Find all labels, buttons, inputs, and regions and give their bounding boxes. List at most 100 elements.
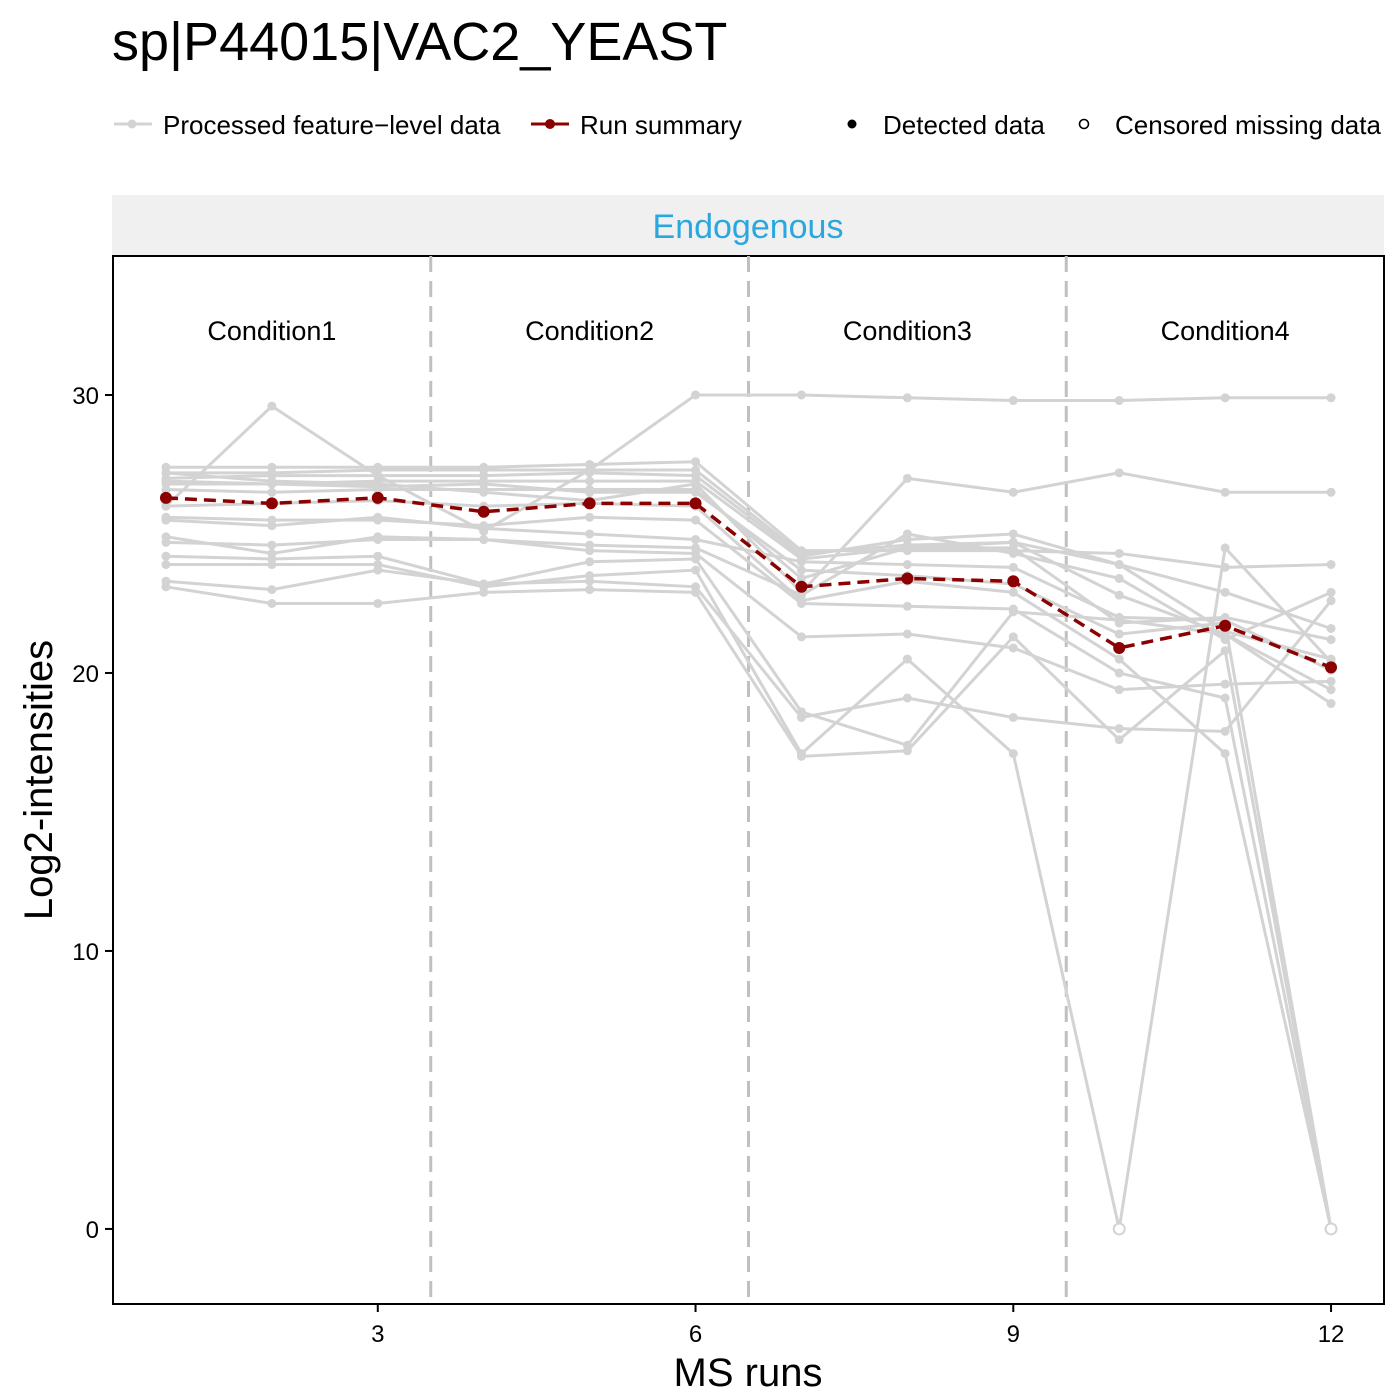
- feature-point: [1114, 396, 1124, 406]
- feature-point: [373, 551, 383, 561]
- censored-point: [1324, 1222, 1338, 1236]
- feature-point: [1220, 487, 1230, 497]
- feature-point: [1114, 685, 1124, 695]
- legend-censored-label: Censored missing data: [1115, 110, 1381, 140]
- feature-point: [1114, 590, 1124, 600]
- feature-point: [585, 465, 595, 475]
- feature-point: [1008, 632, 1018, 642]
- feature-point: [1114, 735, 1124, 745]
- feature-point: [691, 515, 701, 525]
- legend: Processed feature−level data Run summary…: [114, 110, 1381, 140]
- feature-point: [267, 585, 277, 595]
- feature-point: [373, 565, 383, 575]
- y-tick-label: 0: [86, 1217, 99, 1244]
- feature-point: [1008, 562, 1018, 572]
- x-tick-label: 6: [689, 1321, 702, 1348]
- feature-series-line: [165, 568, 1333, 733]
- legend-censored-point: [1078, 118, 1090, 130]
- feature-point: [267, 598, 277, 608]
- feature-point: [902, 529, 912, 539]
- legend-detected-label: Detected data: [883, 110, 1045, 140]
- feature-point: [902, 473, 912, 483]
- feature-point: [479, 521, 489, 531]
- feature-point: [1220, 749, 1230, 759]
- feature-point: [1008, 712, 1018, 722]
- feature-point: [1326, 699, 1336, 709]
- feature-point: [1326, 596, 1336, 606]
- summary-point: [901, 572, 914, 585]
- chart-title: sp|P44015|VAC2_YEAST: [112, 12, 727, 72]
- condition-label: Condition3: [843, 316, 972, 346]
- feature-point: [1220, 587, 1230, 597]
- feature-point: [161, 468, 171, 478]
- feature-point: [1114, 468, 1124, 478]
- feature-series-line: [165, 538, 1332, 692]
- censored-points-group: [1112, 1222, 1338, 1236]
- feature-point: [479, 535, 489, 545]
- feature-point: [902, 543, 912, 553]
- feature-point: [479, 579, 489, 589]
- legend-detected-point: [847, 119, 857, 129]
- feature-point: [796, 573, 806, 583]
- feature-series-line: [165, 515, 1333, 1230]
- condition-label: Condition1: [207, 316, 336, 346]
- feature-point: [267, 401, 277, 411]
- feature-point: [796, 751, 806, 761]
- feature-series-line: [165, 482, 1333, 1230]
- feature-point: [796, 557, 806, 567]
- feature-point: [1326, 623, 1336, 633]
- feature-point: [796, 565, 806, 575]
- feature-point: [1114, 560, 1124, 570]
- legend-summary-point: [545, 119, 555, 129]
- feature-point: [1114, 629, 1124, 639]
- feature-point: [1114, 548, 1124, 558]
- condition-label: Condition4: [1161, 316, 1290, 346]
- x-axis-title: MS runs: [674, 1351, 823, 1395]
- feature-series-line: [165, 499, 1333, 1230]
- feature-point: [585, 585, 595, 595]
- legend-summary-label: Run summary: [580, 110, 742, 140]
- feature-point: [1326, 560, 1336, 570]
- feature-series-line: [165, 471, 1332, 661]
- feature-point: [267, 515, 277, 525]
- summary-point: [371, 491, 384, 504]
- feature-point: [902, 746, 912, 756]
- summary-point: [265, 497, 278, 510]
- feature-point: [585, 529, 595, 539]
- feature-point: [1326, 393, 1336, 403]
- panel-strip-label: Endogenous: [653, 208, 844, 246]
- feature-point: [267, 487, 277, 497]
- feature-point: [373, 471, 383, 481]
- x-tick-label: 9: [1007, 1321, 1020, 1348]
- feature-point: [161, 537, 171, 547]
- feature-series-line: [165, 468, 1332, 630]
- legend-processed-label: Processed feature−level data: [163, 110, 501, 140]
- feature-point: [1326, 685, 1336, 695]
- feature-point: [902, 560, 912, 570]
- feature-point: [902, 654, 912, 664]
- feature-point: [1326, 676, 1336, 686]
- x-tick-label: 12: [1318, 1321, 1345, 1348]
- feature-point: [161, 512, 171, 522]
- plot-panel: [112, 255, 1385, 1305]
- feature-point: [267, 479, 277, 489]
- feature-point: [1114, 724, 1124, 734]
- feature-point: [1220, 679, 1230, 689]
- feature-point: [796, 390, 806, 400]
- condition-label: Condition2: [525, 316, 654, 346]
- feature-point: [1114, 654, 1124, 664]
- feature-point: [1114, 615, 1124, 625]
- feature-point: [1008, 548, 1018, 558]
- feature-point: [373, 515, 383, 525]
- summary-series-group: [159, 491, 1338, 674]
- y-tick-label: 20: [72, 661, 99, 688]
- feature-point: [1008, 604, 1018, 614]
- feature-series-line: [165, 585, 1333, 1230]
- feature-point: [585, 557, 595, 567]
- feature-point: [161, 501, 171, 511]
- feature-point: [585, 512, 595, 522]
- feature-point: [267, 560, 277, 570]
- feature-point: [1326, 635, 1336, 645]
- feature-point: [796, 596, 806, 606]
- feature-point: [691, 565, 701, 575]
